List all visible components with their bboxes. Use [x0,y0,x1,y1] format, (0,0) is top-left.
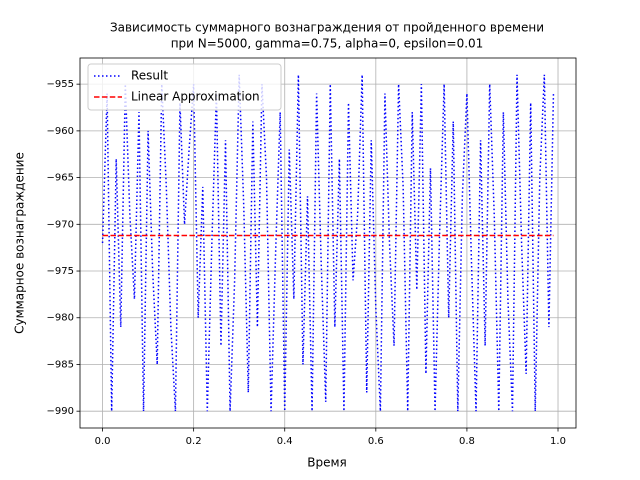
legend-box [87,63,282,111]
y-tick-label: −970 [47,219,74,230]
legend-label: Result [131,69,168,83]
legend-label: Linear Approximation [131,90,260,104]
y-tick-label: −965 [47,173,74,184]
y-tick-label: −980 [47,313,74,324]
plot-frame [79,57,577,429]
y-tick-label: −985 [47,359,74,370]
x-tick-label: 0.0 [95,436,111,447]
x-tick-label: 0.2 [186,436,202,447]
y-tick-label: −975 [47,266,74,277]
data-line [101,74,555,412]
x-tick-label: 1.0 [550,436,566,447]
y-tick-label: −990 [47,406,74,417]
x-axis-label: Время [307,456,347,470]
x-tick-label: 0.4 [277,436,293,447]
y-tick-label: −960 [47,126,74,137]
chart-title: Зависимость суммарного вознаграждения от… [110,21,544,35]
chart-subtitle: при N=5000, gamma=0.75, alpha=0, epsilon… [171,37,484,51]
x-tick-label: 0.8 [459,436,475,447]
y-tick-label: −955 [47,79,74,90]
y-axis-label: Суммарное вознаграждение [13,152,27,334]
x-tick-label: 0.6 [368,436,384,447]
